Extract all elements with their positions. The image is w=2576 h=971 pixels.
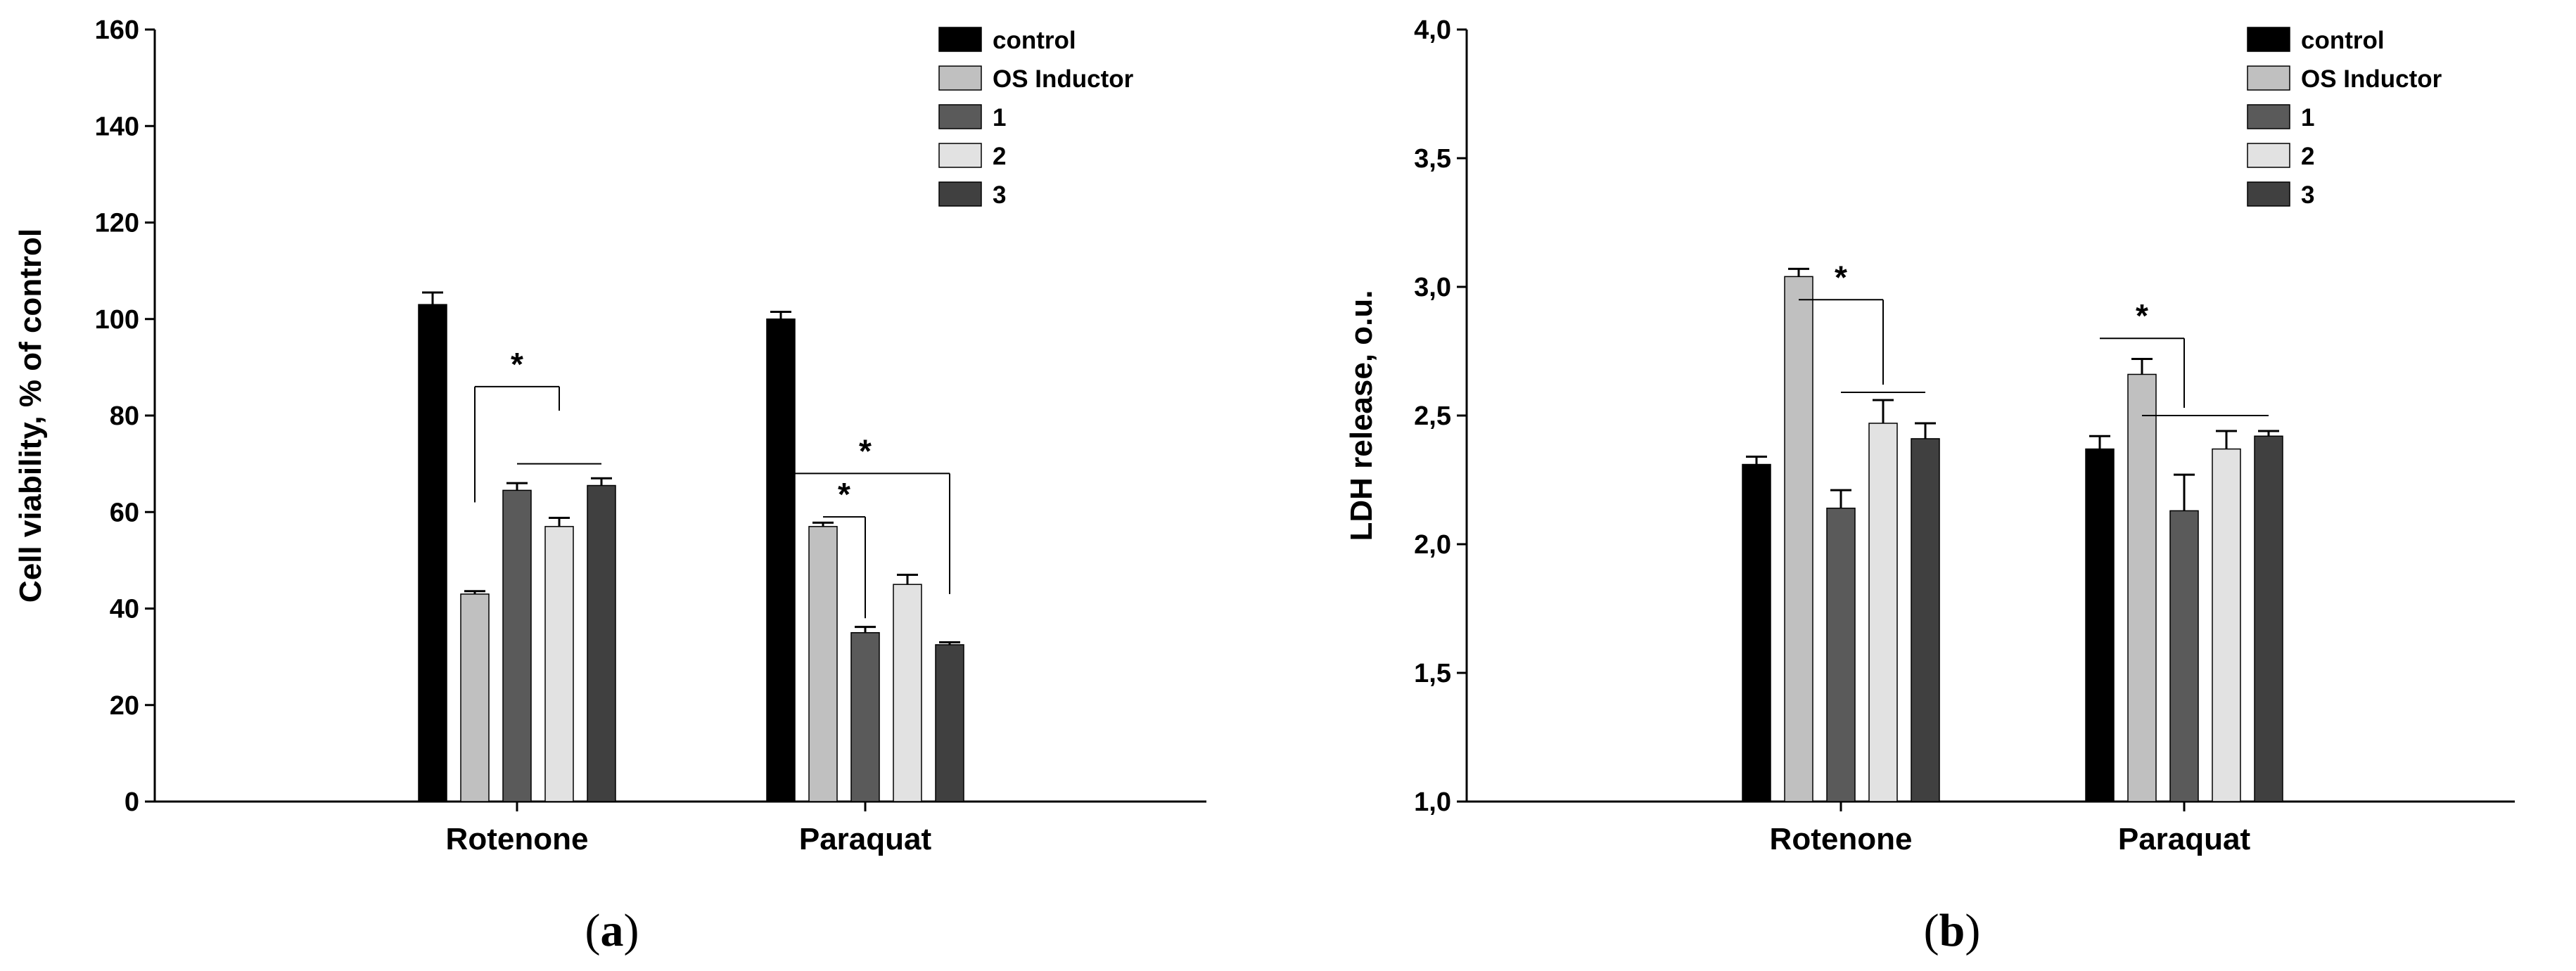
y-tick-label: 140: [95, 112, 139, 141]
y-tick-label: 1,0: [1414, 787, 1451, 817]
legend-swatch: [2247, 143, 2290, 168]
bar: [544, 526, 574, 802]
x-category-label: Rotenone: [446, 822, 589, 856]
y-tick-label: 0: [125, 787, 139, 817]
x-category-label: Paraquat: [799, 822, 932, 856]
significance-star: *: [859, 432, 872, 469]
legend-label: 1: [2301, 104, 2314, 131]
bar: [2127, 373, 2157, 802]
panel-label-letter: b: [1939, 905, 1965, 956]
y-tick-label: 20: [110, 691, 139, 721]
legend-swatch: [938, 65, 982, 91]
y-tick-label: 60: [110, 498, 139, 527]
significance-star: *: [1835, 259, 1847, 295]
y-tick-label: 2,5: [1414, 401, 1451, 431]
bar: [1742, 463, 1771, 802]
y-tick-label: 3,0: [1414, 273, 1451, 302]
panel-label-open: (: [585, 905, 601, 956]
legend-swatch: [2247, 104, 2290, 129]
legend-label: 3: [2301, 181, 2314, 209]
panel-label-close: ): [1965, 905, 1980, 956]
bar: [850, 632, 880, 802]
bar: [460, 593, 490, 802]
bar: [2212, 448, 2241, 802]
significance-star: *: [2136, 297, 2148, 334]
bar: [766, 319, 796, 802]
legend-swatch: [2247, 27, 2290, 52]
legend-swatch: [2247, 65, 2290, 91]
legend-label: control: [993, 27, 1076, 54]
bar: [893, 584, 922, 802]
significance-star: *: [838, 476, 850, 513]
bar: [1784, 276, 1813, 802]
legend-swatch: [938, 27, 982, 52]
bar: [935, 644, 964, 802]
legend-label: 2: [2301, 143, 2314, 170]
bar: [2085, 448, 2115, 802]
bar: [808, 526, 838, 802]
y-tick-label: 3,5: [1414, 144, 1451, 174]
y-axis-label: Cell viability, % of control: [13, 229, 48, 603]
legend-label: 3: [993, 181, 1006, 209]
significance-star: *: [511, 346, 523, 382]
legend-label: OS Inductor: [2301, 65, 2442, 93]
legend-swatch: [938, 104, 982, 129]
panel-label-close: ): [624, 905, 639, 956]
legend-label: 2: [993, 143, 1006, 170]
panel-label: (b): [1924, 905, 1981, 956]
panel-b-chart: 1,0 1,5 2,0 2,5 3,0 3,5 4,0 LDH release, o.u. Ro…: [1344, 15, 2515, 956]
bar: [502, 489, 532, 802]
panel-label-letter: a: [601, 905, 624, 956]
y-tick-label: 2,0: [1414, 530, 1451, 560]
y-tick-label: 80: [110, 401, 139, 431]
y-tick-label: 4,0: [1414, 15, 1451, 45]
panel-label: (a): [585, 905, 639, 956]
panel-a-chart: 0 20 40 60 80 100 120 140 160 Cell viability, % o…: [13, 15, 1206, 956]
y-tick-label: 160: [95, 15, 139, 45]
legend-swatch: [2247, 181, 2290, 207]
y-tick-label: 40: [110, 595, 139, 624]
legend-swatch: [938, 181, 982, 207]
y-tick-label: 100: [95, 305, 139, 335]
y-tick-label: 120: [95, 209, 139, 238]
bar: [1911, 438, 1940, 802]
bar: [2169, 510, 2199, 802]
bar: [2254, 435, 2283, 802]
y-axis-label: LDH release, o.u.: [1344, 290, 1379, 541]
legend-label: 1: [993, 104, 1006, 131]
legend-label: OS Inductor: [993, 65, 1134, 93]
bar: [587, 484, 616, 802]
legend-label: control: [2301, 27, 2385, 54]
bar: [1826, 508, 1856, 802]
x-category-label: Paraquat: [2118, 822, 2251, 856]
y-tick-label: 1,5: [1414, 659, 1451, 688]
bar: [418, 304, 447, 802]
x-category-label: Rotenone: [1770, 822, 1913, 856]
panel-label-open: (: [1924, 905, 1939, 956]
bar: [1868, 423, 1898, 802]
legend-swatch: [938, 143, 982, 168]
